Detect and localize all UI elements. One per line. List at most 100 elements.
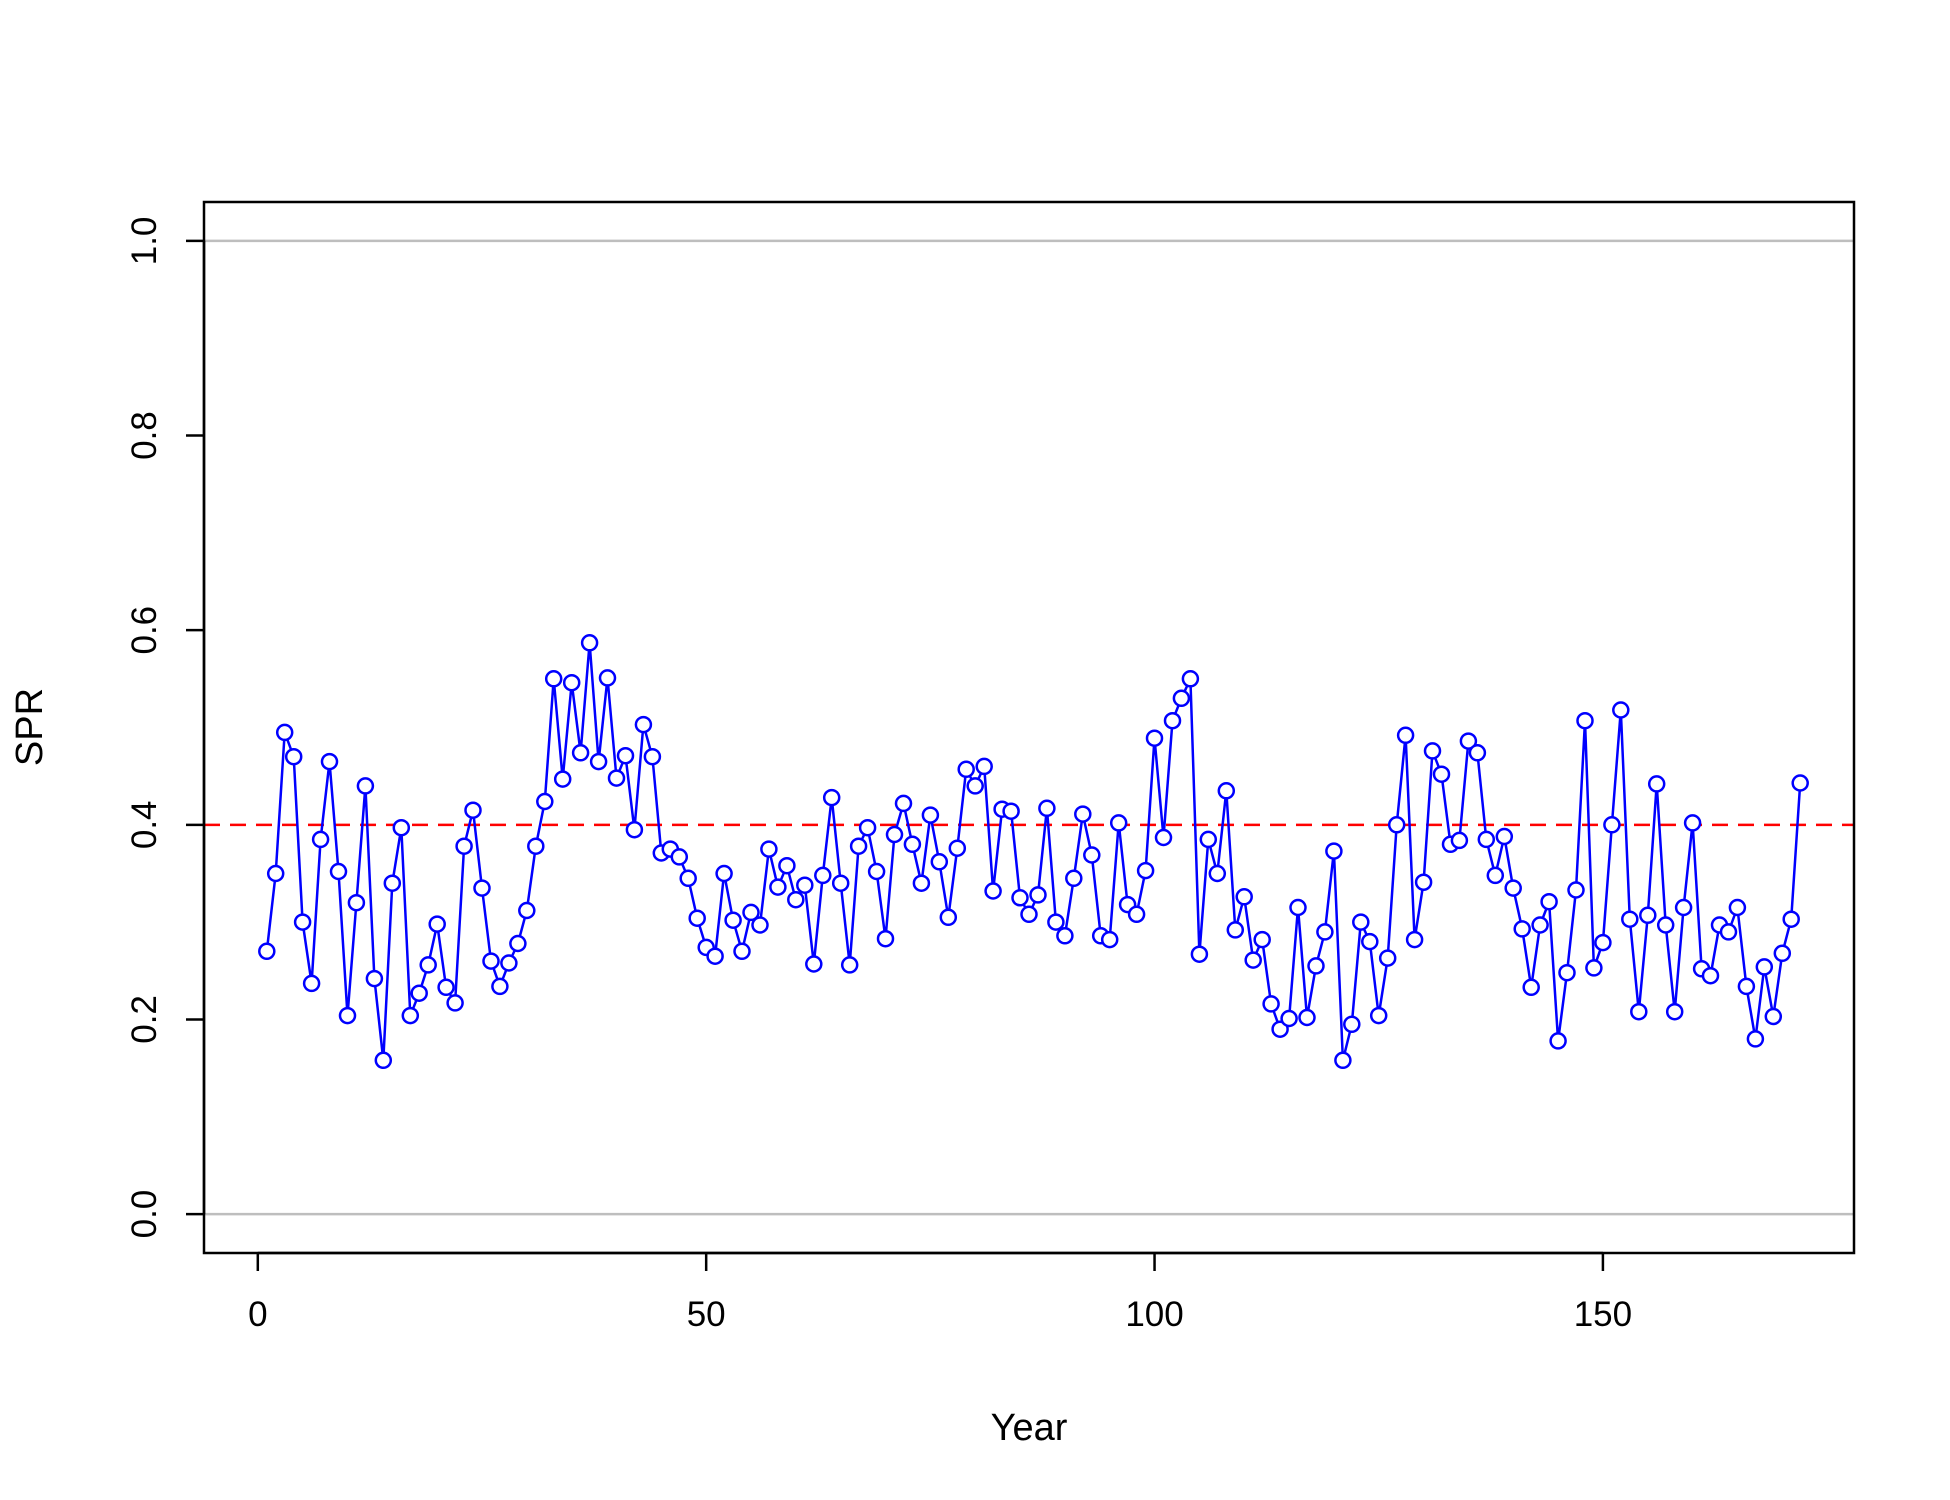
data-point xyxy=(1369,1006,1388,1025)
data-point xyxy=(1540,892,1558,911)
data-point xyxy=(787,890,805,909)
data-point xyxy=(1244,951,1262,969)
data-point xyxy=(1208,864,1227,883)
data-point xyxy=(1423,742,1442,760)
data-point xyxy=(1576,711,1594,730)
data-point xyxy=(302,974,321,993)
data-point xyxy=(814,866,832,885)
data-point xyxy=(1262,995,1280,1013)
data-point xyxy=(894,794,913,813)
data-point xyxy=(1432,765,1451,783)
data-point xyxy=(1701,966,1720,985)
data-point xyxy=(329,862,348,881)
data-point xyxy=(867,862,886,881)
data-point xyxy=(1387,816,1406,834)
data-point xyxy=(428,915,446,933)
data-point xyxy=(1145,729,1164,747)
data-point xyxy=(293,913,312,931)
data-point xyxy=(410,984,428,1002)
data-point xyxy=(1486,866,1505,885)
data-point xyxy=(1038,799,1056,818)
data-point xyxy=(1163,711,1182,730)
data-point xyxy=(338,1006,357,1025)
data-point xyxy=(948,839,967,857)
data-point xyxy=(733,942,751,961)
y-tick-label: 0.2 xyxy=(125,995,164,1044)
data-point xyxy=(536,792,554,811)
data-point xyxy=(1683,814,1702,832)
data-point xyxy=(796,876,814,894)
data-point xyxy=(284,747,303,766)
data-point xyxy=(1522,978,1540,997)
data-point xyxy=(464,801,482,819)
data-point xyxy=(527,837,545,855)
data-point xyxy=(1647,775,1666,793)
data-point xyxy=(1020,905,1038,924)
data-point xyxy=(1764,1007,1783,1026)
data-point xyxy=(921,806,940,824)
data-point xyxy=(544,670,563,688)
data-point xyxy=(1325,842,1343,860)
data-point xyxy=(1513,920,1531,938)
data-point xyxy=(1621,910,1639,928)
data-point xyxy=(374,1051,393,1070)
data-point xyxy=(760,840,778,858)
data-point xyxy=(939,908,958,927)
data-point xyxy=(473,879,491,897)
data-point xyxy=(1719,923,1738,941)
data-point xyxy=(1791,774,1809,792)
data-point xyxy=(706,947,724,965)
data-point xyxy=(1136,861,1155,880)
data-point xyxy=(679,869,697,888)
data-point xyxy=(1002,802,1020,820)
data-point xyxy=(500,954,518,972)
data-point xyxy=(1450,831,1469,850)
data-point xyxy=(742,903,760,922)
data-point xyxy=(1298,1008,1316,1027)
data-point xyxy=(715,864,733,883)
data-point xyxy=(1127,905,1146,924)
data-point xyxy=(849,837,868,855)
data-point xyxy=(1755,958,1774,976)
data-point xyxy=(1011,889,1029,907)
data-point xyxy=(1656,916,1675,934)
data-point xyxy=(1056,927,1074,945)
data-point xyxy=(553,770,572,788)
data-point xyxy=(1109,814,1128,832)
data-point xyxy=(1495,827,1514,846)
data-point xyxy=(858,818,877,837)
data-point xyxy=(643,747,662,766)
data-point xyxy=(491,977,509,996)
x-tick-label: 100 xyxy=(1125,1295,1183,1334)
data-point xyxy=(455,837,473,855)
data-point xyxy=(670,848,689,866)
data-point xyxy=(1414,873,1433,891)
y-tick-label: 0.6 xyxy=(125,606,164,655)
data-point xyxy=(320,752,339,771)
data-point xyxy=(1029,886,1047,904)
data-point xyxy=(571,744,590,762)
data-point xyxy=(751,916,769,934)
data-point xyxy=(1100,930,1119,949)
x-tick-label: 150 xyxy=(1574,1295,1632,1334)
data-point xyxy=(266,864,285,883)
y-axis-title: SPR xyxy=(9,688,51,766)
data-point xyxy=(1226,921,1245,939)
data-point xyxy=(885,825,904,844)
data-point xyxy=(1504,879,1522,897)
data-point xyxy=(957,760,975,779)
reference-lines xyxy=(204,239,1854,1216)
data-point xyxy=(1172,689,1191,708)
data-point xyxy=(1083,846,1101,864)
y-tick-label: 0.4 xyxy=(125,800,164,849)
data-point xyxy=(1405,930,1424,949)
data-point xyxy=(1773,944,1792,963)
data-point xyxy=(1065,869,1083,888)
data-point xyxy=(1612,701,1630,719)
data-point xyxy=(1154,828,1173,847)
data-point xyxy=(518,901,536,920)
data-point xyxy=(912,874,931,892)
data-point xyxy=(1746,1030,1765,1048)
data-point xyxy=(724,911,742,929)
